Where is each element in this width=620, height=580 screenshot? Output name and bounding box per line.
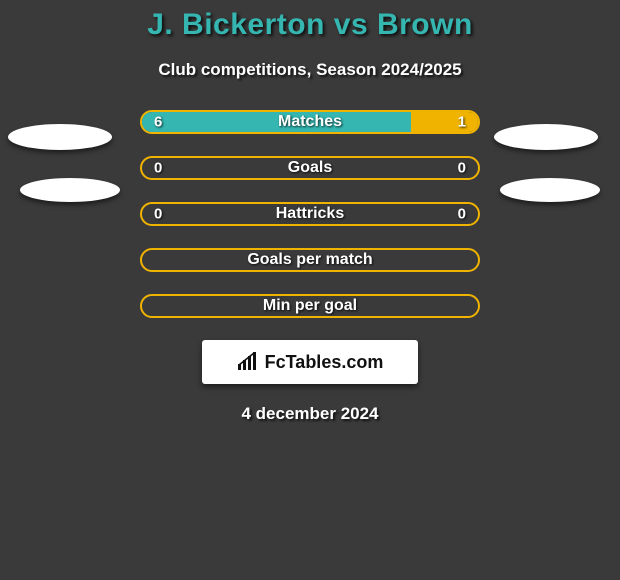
stat-value-left: 0 bbox=[154, 160, 162, 177]
stat-bar: 61Matches bbox=[140, 110, 480, 134]
stat-value-right: 1 bbox=[458, 114, 466, 131]
page-title: J. Bickerton vs Brown bbox=[0, 8, 620, 42]
logo-text: FcTables.com bbox=[265, 352, 384, 373]
bar-left-fill bbox=[142, 112, 411, 132]
subtitle: Club competitions, Season 2024/2025 bbox=[0, 60, 620, 80]
stat-label: Goals per match bbox=[142, 251, 478, 269]
stat-value-left: 0 bbox=[154, 206, 162, 223]
chart-icon bbox=[237, 352, 259, 372]
stat-label: Goals bbox=[142, 159, 478, 177]
stat-bar: 0 0Hattricks bbox=[140, 202, 480, 226]
stat-bar: 0 0Goals bbox=[140, 156, 480, 180]
player-ellipse bbox=[8, 124, 112, 150]
stat-label: Min per goal bbox=[142, 297, 478, 315]
player-ellipse bbox=[20, 178, 120, 202]
stat-row: 0 0Hattricks bbox=[0, 202, 620, 226]
date-label: 4 december 2024 bbox=[0, 404, 620, 424]
player-ellipse bbox=[500, 178, 600, 202]
stat-row: 0 0Goals bbox=[0, 156, 620, 180]
stat-value-left: 6 bbox=[154, 114, 162, 131]
stat-value-right: 0 bbox=[458, 206, 466, 223]
bar-right-fill bbox=[411, 112, 478, 132]
stat-row: Goals per match bbox=[0, 248, 620, 272]
stat-bar: Goals per match bbox=[140, 248, 480, 272]
stat-bar: Min per goal bbox=[140, 294, 480, 318]
stat-row: Min per goal bbox=[0, 294, 620, 318]
stat-value-right: 0 bbox=[458, 160, 466, 177]
fctables-logo: FcTables.com bbox=[202, 340, 418, 384]
player-ellipse bbox=[494, 124, 598, 150]
stat-label: Hattricks bbox=[142, 205, 478, 223]
